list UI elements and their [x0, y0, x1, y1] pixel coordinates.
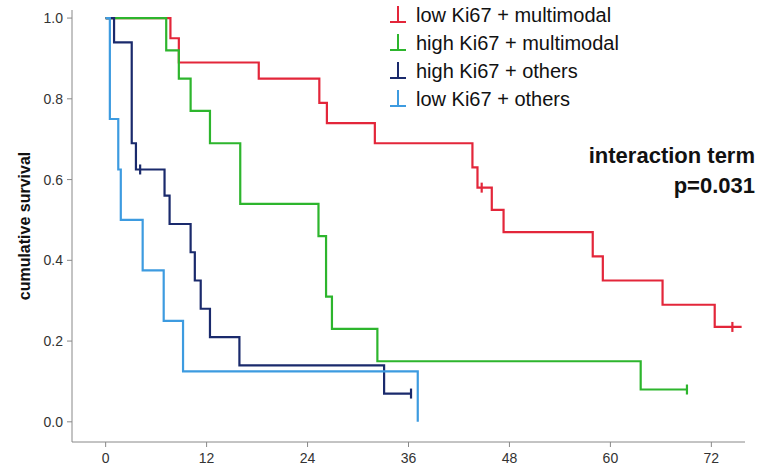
y-tick-label: 0.2 [44, 333, 64, 349]
legend-label: high Ki67 + others [416, 60, 578, 82]
y-tick [67, 260, 72, 261]
plot-area [106, 18, 742, 422]
legend-symbol [390, 77, 406, 79]
x-tick [711, 442, 712, 447]
x-tick-label: 48 [502, 450, 518, 466]
y-tick [67, 421, 72, 422]
x-tick [509, 442, 510, 447]
survival-curve [106, 18, 418, 422]
censor-mark [410, 389, 412, 399]
chart: 0.0 0.2 0.4 0.6 0.8 1.0 0 12 24 36 48 60 72 cumulativ… [0, 0, 770, 470]
legend-symbol [397, 6, 399, 22]
censor-mark [686, 385, 688, 395]
legend-symbol [397, 34, 399, 50]
x-tick-label: 0 [102, 450, 110, 466]
annotation: interaction term [589, 143, 755, 168]
censor-mark [139, 164, 141, 174]
y-tick-label: 1.0 [44, 10, 64, 26]
x-tick-label: 72 [704, 450, 720, 466]
x-tick-label: 12 [199, 450, 215, 466]
y-tick-label: 0.0 [44, 414, 64, 430]
x-tick-label: 24 [300, 450, 316, 466]
legend-symbol [390, 21, 406, 23]
y-tick-label: 0.4 [44, 252, 64, 268]
x-tick [105, 442, 106, 447]
x-tick [610, 442, 611, 447]
legend-label: low Ki67 + others [416, 88, 570, 110]
y-tick [67, 98, 72, 99]
y-tick [67, 18, 72, 19]
x-tick [307, 442, 308, 447]
survival-curve [106, 18, 411, 393]
y-tick [67, 341, 72, 342]
legend-symbol [390, 49, 406, 51]
survival-curve [106, 18, 687, 389]
annotation: p=0.031 [674, 173, 755, 198]
y-axis-label: cumulative survival [16, 152, 33, 301]
x-tick-label: 60 [603, 450, 619, 466]
y-tick-label: 0.8 [44, 91, 64, 107]
legend-symbol [397, 62, 399, 78]
legend-label: high Ki67 + multimodal [416, 32, 619, 54]
censor-mark [731, 322, 733, 332]
y-axis [72, 10, 73, 442]
y-tick-label: 0.6 [44, 172, 64, 188]
x-tick [206, 442, 207, 447]
legend-symbol [390, 105, 406, 107]
legend-symbol [397, 90, 399, 106]
y-tick [67, 179, 72, 180]
x-tick [408, 442, 409, 447]
legend-label: low Ki67 + multimodal [416, 4, 611, 26]
x-tick-label: 36 [401, 450, 417, 466]
censor-mark [481, 183, 483, 193]
